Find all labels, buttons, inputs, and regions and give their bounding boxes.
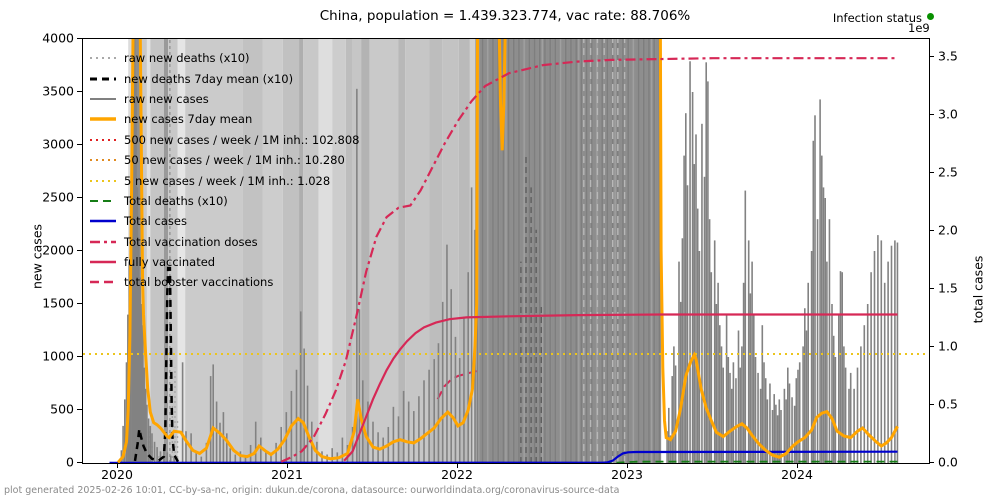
legend-item-8: Total cases bbox=[90, 211, 359, 231]
right-tick-mark bbox=[929, 171, 934, 173]
left-tick-mark bbox=[77, 196, 82, 198]
left-tick-mark bbox=[77, 461, 82, 463]
legend-label: total booster vaccinations bbox=[124, 275, 274, 290]
left-tick-label: 3000 bbox=[42, 136, 74, 152]
infection-status-bands bbox=[128, 39, 480, 463]
legend-line-sample bbox=[90, 57, 116, 60]
legend-line-sample bbox=[90, 260, 116, 264]
legend-line-sample bbox=[90, 97, 116, 100]
legend-item-2: raw new cases bbox=[90, 89, 359, 109]
left-tick-label: 4000 bbox=[42, 30, 74, 46]
legend-line-sample bbox=[90, 117, 116, 122]
right-tick-mark bbox=[929, 461, 934, 463]
x-tick-mark bbox=[116, 463, 118, 468]
right-tick-label: 3.0 bbox=[938, 106, 958, 122]
chart-title: China, population = 1.439.323.774, vac r… bbox=[319, 8, 691, 24]
right-tick-label: 0.5 bbox=[938, 396, 958, 412]
legend-line-sample bbox=[90, 281, 116, 284]
legend-item-7: Total deaths (x10) bbox=[90, 191, 359, 211]
legend-line-sample bbox=[90, 179, 116, 182]
legend-item-1: new deaths 7day mean (x10) bbox=[90, 68, 359, 88]
legend-line-sample bbox=[90, 240, 116, 243]
x-tick-mark bbox=[796, 463, 798, 468]
right-tick-label: 1.0 bbox=[938, 338, 958, 354]
legend-line-sample bbox=[90, 220, 116, 223]
legend-line-sample bbox=[90, 199, 116, 202]
infection-status-label: Infection status bbox=[832, 11, 922, 25]
right-tick-label: 2.5 bbox=[938, 164, 958, 180]
left-tick-label: 0 bbox=[66, 454, 74, 470]
legend-label: raw new deaths (x10) bbox=[124, 51, 250, 66]
right-tick-label: 3.5 bbox=[938, 48, 958, 64]
infection-status-indicator-icon bbox=[927, 13, 934, 20]
chart-canvas bbox=[83, 39, 929, 463]
legend-label: raw new cases bbox=[124, 91, 209, 106]
legend-line-sample bbox=[90, 138, 116, 141]
legend-label: new cases 7day mean bbox=[124, 112, 253, 127]
legend-item-10: fully vaccinated bbox=[90, 252, 359, 272]
right-tick-label: 2.0 bbox=[938, 222, 958, 238]
right-tick-mark bbox=[929, 55, 934, 57]
dense-outbreak-region bbox=[479, 39, 662, 463]
legend-label: Total deaths (x10) bbox=[124, 193, 228, 208]
right-axis-offset-label: 1e9 bbox=[908, 21, 930, 35]
left-tick-mark bbox=[77, 90, 82, 92]
legend-line-sample bbox=[90, 77, 116, 81]
left-tick-mark bbox=[77, 37, 82, 39]
legend-line-sample bbox=[90, 159, 116, 162]
x-tick-mark bbox=[626, 463, 628, 468]
legend-label: 5 new cases / week / 1M inh.: 1.028 bbox=[124, 173, 331, 188]
right-tick-label: 1.5 bbox=[938, 280, 958, 296]
x-tick-label: 2024 bbox=[781, 467, 813, 482]
legend-label: 500 new cases / week / 1M inh.: 102.808 bbox=[124, 132, 360, 147]
legend-label: Total vaccination doses bbox=[124, 234, 258, 249]
left-tick-mark bbox=[77, 143, 82, 145]
legend-label: 50 new cases / week / 1M inh.: 10.280 bbox=[124, 153, 345, 168]
x-tick-label: 2020 bbox=[101, 467, 133, 482]
series-lines bbox=[109, 39, 899, 463]
plot-area: raw new deaths (x10) new deaths 7day mean… bbox=[82, 38, 930, 464]
right-tick-mark bbox=[929, 229, 934, 231]
x-tick-label: 2021 bbox=[271, 467, 303, 482]
left-tick-label: 500 bbox=[50, 401, 74, 417]
left-tick-label: 1500 bbox=[42, 295, 74, 311]
right-tick-mark bbox=[929, 403, 934, 405]
legend-item-6: 5 new cases / week / 1M inh.: 1.028 bbox=[90, 170, 359, 190]
legend-label: Total cases bbox=[124, 214, 187, 229]
left-tick-label: 1000 bbox=[42, 348, 74, 364]
legend-item-4: 500 new cases / week / 1M inh.: 102.808 bbox=[90, 130, 359, 150]
left-tick-mark bbox=[77, 302, 82, 304]
right-axis-label: total cases bbox=[970, 255, 986, 324]
right-tick-mark bbox=[929, 287, 934, 289]
legend-label: new deaths 7day mean (x10) bbox=[124, 71, 294, 86]
left-tick-label: 3500 bbox=[42, 83, 74, 99]
x-tick-label: 2023 bbox=[611, 467, 643, 482]
left-tick-mark bbox=[77, 249, 82, 251]
legend-label: fully vaccinated bbox=[124, 255, 216, 270]
x-tick-label: 2022 bbox=[441, 467, 473, 482]
attribution-footer: plot generated 2025-02-26 10:01, CC-by-s… bbox=[4, 485, 620, 496]
legend-item-5: 50 new cases / week / 1M inh.: 10.280 bbox=[90, 150, 359, 170]
left-tick-label: 2000 bbox=[42, 242, 74, 258]
left-tick-mark bbox=[77, 355, 82, 357]
legend-item-11: total booster vaccinations bbox=[90, 272, 359, 292]
x-tick-mark bbox=[456, 463, 458, 468]
legend: raw new deaths (x10) new deaths 7day mean… bbox=[90, 48, 359, 293]
right-tick-mark bbox=[929, 345, 934, 347]
legend-item-0: raw new deaths (x10) bbox=[90, 48, 359, 68]
right-tick-mark bbox=[929, 113, 934, 115]
right-tick-label: 0.0 bbox=[938, 454, 958, 470]
legend-item-9: Total vaccination doses bbox=[90, 232, 359, 252]
left-tick-label: 2500 bbox=[42, 189, 74, 205]
left-tick-mark bbox=[77, 408, 82, 410]
x-tick-mark bbox=[286, 463, 288, 468]
legend-item-3: new cases 7day mean bbox=[90, 109, 359, 129]
